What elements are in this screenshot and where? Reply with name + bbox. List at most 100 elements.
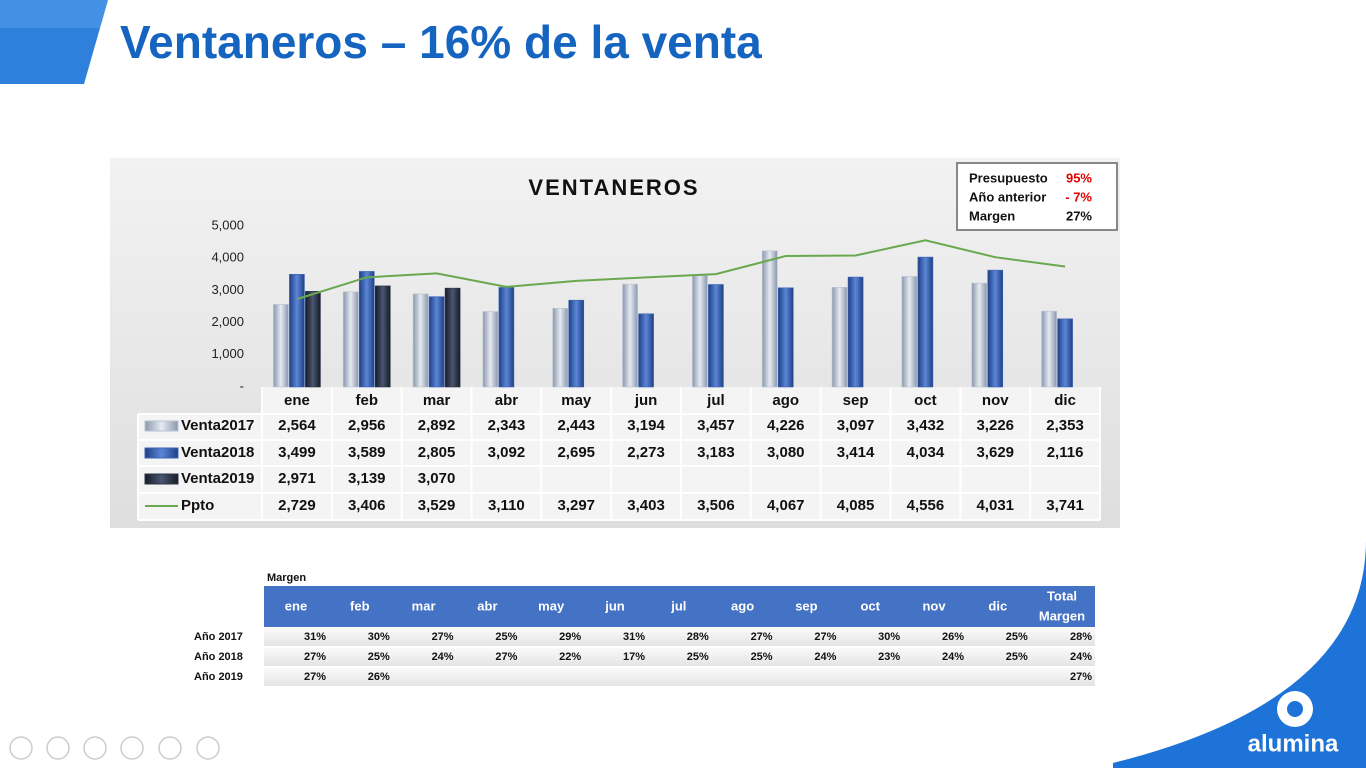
summary-label: Presupuesto <box>969 170 1048 185</box>
bar <box>1041 310 1057 388</box>
slide-title: Ventaneros – 16% de la venta <box>120 16 762 68</box>
y-tick-label: 1,000 <box>211 346 244 361</box>
nav-icons[interactable] <box>9 736 220 760</box>
table-cell: 25% <box>1006 631 1028 643</box>
bar <box>412 293 429 388</box>
table-row <box>264 668 1095 686</box>
data-label: 3,297 <box>557 497 595 514</box>
table-row <box>264 628 1095 646</box>
column-header: ene <box>285 598 307 613</box>
bar <box>622 283 638 388</box>
legend-swatch <box>144 447 179 459</box>
data-label: 2,695 <box>557 444 595 461</box>
data-label: 4,031 <box>976 497 1014 514</box>
data-label: 3,414 <box>837 444 875 461</box>
table-header <box>264 586 1095 627</box>
x-tick-label: may <box>561 392 592 409</box>
summary-box <box>956 162 1118 231</box>
data-label: 3,403 <box>627 497 665 514</box>
data-label: 3,741 <box>1046 497 1084 514</box>
column-header: may <box>538 598 565 613</box>
table-cell: 25% <box>495 631 517 643</box>
data-label: 3,092 <box>488 444 526 461</box>
bar <box>987 269 1004 388</box>
bar <box>273 304 289 388</box>
row-label: Año 2017 <box>194 631 243 643</box>
data-label: 3,529 <box>418 497 456 514</box>
table-cell: 29% <box>559 631 581 643</box>
bar <box>901 276 918 388</box>
bar <box>374 285 391 388</box>
table-cell: 27% <box>751 631 773 643</box>
data-label: 2,443 <box>557 417 595 434</box>
column-header: Total <box>1047 588 1077 603</box>
data-label: 2,273 <box>627 444 665 461</box>
data-label: 3,070 <box>418 470 456 487</box>
summary-value: 95% <box>1066 170 1092 185</box>
bar <box>289 274 305 388</box>
bar <box>428 296 445 388</box>
bar <box>761 250 778 388</box>
y-tick-label: - <box>240 378 244 393</box>
data-label: 3,226 <box>976 417 1014 434</box>
data-label: 4,085 <box>837 497 875 514</box>
table-cell: 27% <box>432 631 454 643</box>
data-label: 3,080 <box>767 444 805 461</box>
table-cell: 22% <box>559 651 581 663</box>
table-cell: 26% <box>942 631 964 643</box>
legend-label: Venta2018 <box>181 444 254 461</box>
table-cell: 24% <box>942 651 964 663</box>
table-cell: 28% <box>1070 631 1092 643</box>
x-tick-label: oct <box>914 392 937 409</box>
x-tick-label: ago <box>772 392 799 409</box>
data-label: 4,556 <box>907 497 945 514</box>
bar <box>482 311 499 388</box>
data-label: 4,226 <box>767 417 805 434</box>
data-label: 3,629 <box>976 444 1014 461</box>
legend-swatch <box>144 473 179 485</box>
data-label: 3,406 <box>348 497 386 514</box>
data-label: 2,353 <box>1046 417 1084 434</box>
data-label: 2,892 <box>418 417 456 434</box>
column-header: mar <box>412 598 436 613</box>
y-tick-label: 4,000 <box>211 250 244 265</box>
legend-label: Venta2019 <box>181 470 254 487</box>
column-header: feb <box>350 598 370 613</box>
x-tick-label: jun <box>634 392 658 409</box>
data-label: 4,034 <box>907 444 945 461</box>
table-cell: 30% <box>368 631 390 643</box>
table-title: Margen <box>267 572 306 584</box>
table-cell: 31% <box>623 631 645 643</box>
data-label: 3,499 <box>278 444 316 461</box>
data-label: 2,971 <box>278 470 316 487</box>
bar <box>498 287 515 388</box>
data-label: 2,805 <box>418 444 456 461</box>
summary-label: Año anterior <box>969 189 1046 204</box>
table-cell: 25% <box>687 651 709 663</box>
table-cell: 30% <box>878 631 900 643</box>
bar <box>358 271 375 388</box>
column-header: nov <box>922 598 946 613</box>
table-cell: 25% <box>1006 651 1028 663</box>
bar <box>692 275 708 388</box>
x-tick-label: mar <box>423 392 451 409</box>
bar <box>831 286 848 388</box>
bar <box>305 291 321 388</box>
data-label: 3,110 <box>488 497 525 514</box>
table-cell: 24% <box>432 651 454 663</box>
table-cell: 27% <box>304 651 326 663</box>
legend-swatch <box>144 420 179 432</box>
table-cell: 31% <box>304 631 326 643</box>
summary-value: 27% <box>1066 208 1092 223</box>
bar <box>552 308 569 388</box>
bar <box>708 284 724 388</box>
bar <box>1057 318 1073 388</box>
chart-title: VENTANEROS <box>528 175 699 200</box>
table-row <box>264 648 1095 666</box>
column-header: abr <box>477 598 497 613</box>
data-label: 2,564 <box>278 417 316 434</box>
data-label: 3,139 <box>348 470 386 487</box>
data-label: 2,343 <box>488 417 526 434</box>
column-header: jul <box>670 598 686 613</box>
data-label: 3,589 <box>348 444 386 461</box>
